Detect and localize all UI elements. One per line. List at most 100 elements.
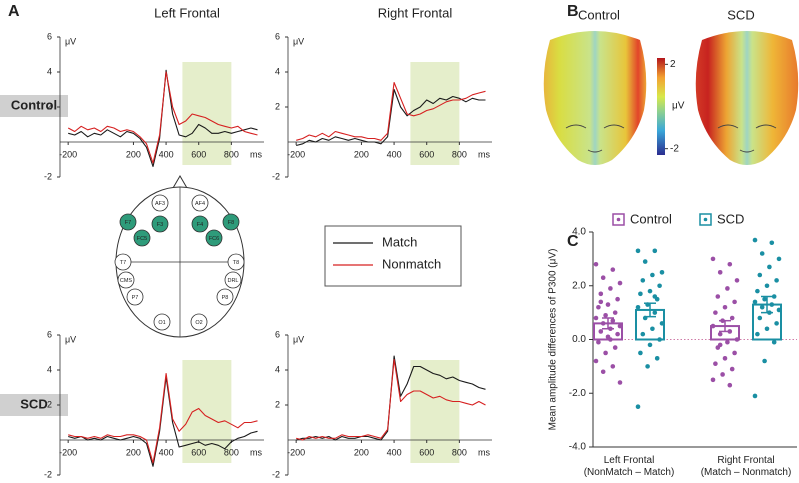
y-tick-label: -4.0 <box>569 442 587 453</box>
face-feature <box>565 124 777 153</box>
data-point <box>605 302 611 307</box>
data-point <box>729 366 735 372</box>
highlight-window <box>410 62 460 165</box>
legend-label: Match <box>382 234 417 249</box>
x-tick-label: 600 <box>419 149 434 159</box>
y-tick-label: 4.0 <box>572 227 586 238</box>
electrode <box>191 215 209 233</box>
legend-swatch-dot <box>616 217 621 222</box>
topomap <box>543 31 647 165</box>
data-point <box>647 288 653 294</box>
data-point <box>635 304 641 310</box>
data-point <box>727 382 733 388</box>
electrode <box>126 288 144 306</box>
nose <box>172 175 188 189</box>
data-point <box>755 331 760 337</box>
legend-swatch-dot <box>703 217 708 222</box>
colorbar-label: μV <box>672 101 685 112</box>
data-point <box>757 315 763 321</box>
electrode-label: FC5 <box>137 236 147 242</box>
data-point <box>638 291 643 297</box>
electrode-label: F3 <box>157 222 163 228</box>
y-tick-label: -2 <box>44 469 52 479</box>
data-point <box>725 339 730 345</box>
data-point <box>774 321 779 326</box>
data-point <box>598 291 604 297</box>
legend-label: Control <box>630 211 672 226</box>
y-tick-label: -2 <box>44 171 52 181</box>
electrode <box>222 213 240 231</box>
data-point <box>593 261 599 267</box>
data-point <box>764 326 770 332</box>
line-series <box>296 88 486 147</box>
data-point <box>771 294 777 299</box>
data-point <box>598 329 604 334</box>
data-point <box>759 251 765 256</box>
data-point <box>715 294 721 299</box>
colorbar <box>657 58 665 155</box>
data-point <box>757 272 763 278</box>
data-point <box>638 350 643 356</box>
y-tick-label: 6 <box>47 329 52 339</box>
data-point <box>598 299 604 305</box>
electrode <box>227 253 245 271</box>
data-point <box>652 248 658 254</box>
data-point <box>642 259 648 264</box>
data-point <box>734 278 740 283</box>
electrode <box>190 313 208 331</box>
data-point <box>652 310 658 315</box>
data-point <box>657 283 662 289</box>
data-point <box>596 304 601 310</box>
x-tick-label: 600 <box>191 149 206 159</box>
data-point <box>654 356 660 361</box>
data-point <box>640 331 646 337</box>
data-point <box>596 339 601 345</box>
x-tick-label: 400 <box>387 149 402 159</box>
y-tick-label: 2.0 <box>572 280 586 291</box>
data-point <box>608 286 613 291</box>
electrode <box>151 194 169 212</box>
data-point <box>612 310 618 315</box>
x-tick-label: Right Frontal (Match – Nonmatch) <box>700 455 792 478</box>
y-tick-label: 6 <box>275 31 280 41</box>
line-series <box>296 358 486 441</box>
data-point <box>645 364 650 369</box>
data-point <box>603 350 608 356</box>
x-tick-label: -200 <box>287 149 305 159</box>
y-tick-label: 2 <box>275 399 280 409</box>
electrode-label: F7 <box>125 220 131 226</box>
line-series <box>67 71 258 164</box>
topomap <box>695 31 799 165</box>
x-tick-label: 800 <box>452 149 467 159</box>
data-point <box>603 313 608 318</box>
data-point <box>752 237 758 243</box>
highlight-window <box>182 360 232 463</box>
legend-box <box>324 225 462 287</box>
line-series <box>68 372 258 464</box>
panel-label: B <box>567 3 579 20</box>
data-point <box>771 339 777 345</box>
data-point <box>650 326 655 332</box>
panel-label: C <box>567 233 579 250</box>
x-tick-label: 400 <box>387 447 402 457</box>
electrode-label: O1 <box>158 320 165 326</box>
data-point <box>732 299 737 305</box>
electrode-label: AF4 <box>195 201 205 207</box>
y-tick-label: 4 <box>275 364 280 374</box>
data-point <box>759 304 765 310</box>
x-tick-label: 200 <box>126 447 141 457</box>
data-point <box>593 358 599 364</box>
data-point <box>774 278 779 283</box>
data-point <box>612 345 618 350</box>
x-axis-label: ms <box>478 149 490 159</box>
electrode <box>114 253 132 271</box>
y-tick-label: 4 <box>275 66 280 76</box>
highlight-window <box>182 62 232 165</box>
electrode <box>153 313 171 331</box>
electrode <box>117 271 135 289</box>
x-tick-label: 200 <box>354 149 369 159</box>
x-tick-label: 400 <box>159 447 174 457</box>
electrode <box>133 229 151 247</box>
